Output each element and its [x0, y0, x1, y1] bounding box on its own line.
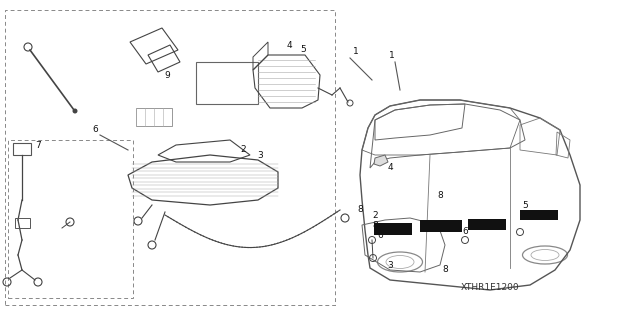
- Text: 6: 6: [377, 231, 383, 240]
- Text: XTHR1E1200: XTHR1E1200: [461, 284, 519, 293]
- Text: 6: 6: [92, 125, 98, 135]
- Text: 8: 8: [372, 220, 378, 229]
- Text: 4: 4: [387, 164, 393, 173]
- Bar: [13, 143, 31, 155]
- Bar: [15, 218, 30, 228]
- Bar: [468, 219, 506, 230]
- Text: 1: 1: [389, 51, 395, 61]
- Text: 7: 7: [35, 140, 41, 150]
- Bar: [420, 220, 462, 232]
- Text: 8: 8: [357, 205, 363, 214]
- Circle shape: [72, 108, 77, 114]
- Text: 5: 5: [300, 46, 306, 55]
- Text: 8: 8: [442, 265, 448, 275]
- Bar: [374, 223, 412, 235]
- Text: 1: 1: [353, 48, 359, 56]
- Polygon shape: [374, 155, 388, 166]
- Text: 3: 3: [387, 261, 393, 270]
- Bar: [196, 62, 258, 104]
- Text: 9: 9: [164, 70, 170, 79]
- Bar: [5, 10, 335, 305]
- Bar: [136, 108, 172, 126]
- Text: 6: 6: [462, 227, 468, 236]
- Text: 2: 2: [372, 211, 378, 219]
- Text: 4: 4: [286, 41, 292, 49]
- Text: 3: 3: [257, 151, 263, 160]
- Text: 8: 8: [437, 190, 443, 199]
- Text: 5: 5: [522, 201, 528, 210]
- Bar: [520, 210, 558, 220]
- Bar: [8, 140, 133, 298]
- Text: 2: 2: [240, 145, 246, 154]
